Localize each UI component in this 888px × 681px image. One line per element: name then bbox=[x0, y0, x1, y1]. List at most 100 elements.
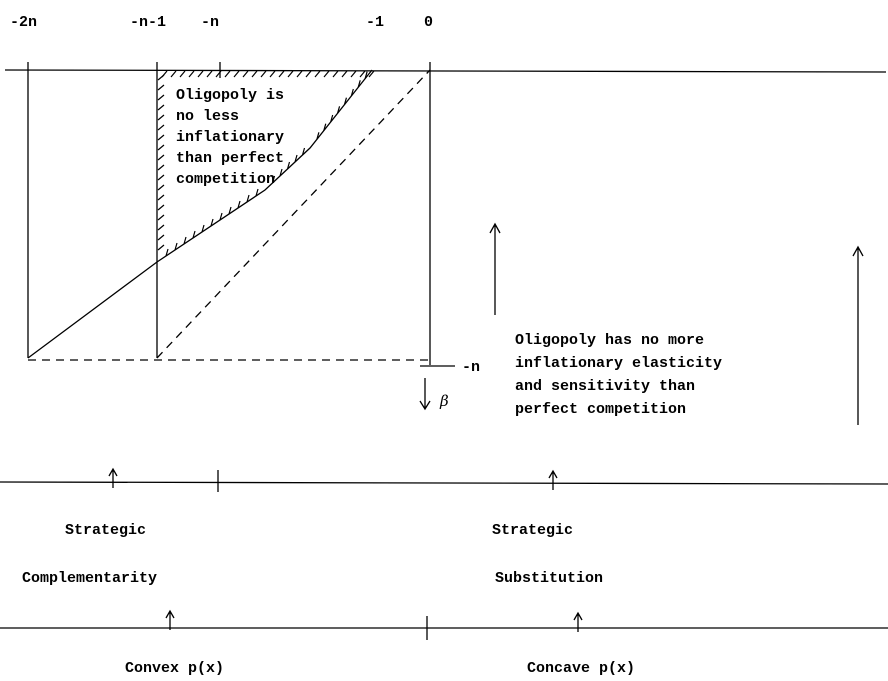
hatch-mark bbox=[157, 74, 165, 81]
hatch-mark bbox=[301, 147, 306, 156]
hatch-mark bbox=[219, 212, 223, 221]
hatch-mark bbox=[157, 84, 165, 91]
hatch-mark bbox=[157, 204, 165, 211]
hatch-mark bbox=[296, 70, 303, 78]
axis-label: -n bbox=[201, 14, 219, 31]
hatch-mark bbox=[242, 70, 249, 78]
arrow bbox=[573, 611, 583, 632]
hatch-mark bbox=[179, 70, 186, 78]
hatch-mark bbox=[350, 70, 357, 78]
note-line: Oligopoly has no more bbox=[515, 332, 704, 349]
hatching bbox=[157, 70, 375, 257]
axis-end-label: -n bbox=[462, 359, 480, 376]
note-line: inflationary elasticity bbox=[515, 355, 722, 372]
hatch-mark bbox=[330, 114, 334, 123]
note-upper: Oligopoly is no less inflationary than p… bbox=[176, 87, 284, 188]
scale-label: Substitution bbox=[495, 570, 603, 587]
note-line: perfect competition bbox=[515, 401, 686, 418]
hatch-mark bbox=[157, 94, 165, 101]
hatch-mark bbox=[206, 70, 213, 78]
hatch-mark bbox=[364, 71, 368, 79]
hatch-mark bbox=[165, 248, 169, 257]
hatch-mark bbox=[157, 154, 165, 161]
hatch-mark bbox=[233, 70, 240, 78]
arrow bbox=[165, 609, 175, 630]
frame bbox=[4, 62, 887, 367]
hatch-mark bbox=[343, 97, 348, 105]
hatch-mark bbox=[323, 70, 330, 78]
hatch-mark bbox=[224, 70, 231, 78]
hatch-mark bbox=[269, 70, 276, 78]
note-line: inflationary bbox=[176, 129, 284, 146]
note-line: no less bbox=[176, 108, 239, 125]
arrow bbox=[548, 469, 558, 490]
hatch-mark bbox=[368, 70, 375, 78]
hatch-mark bbox=[332, 70, 339, 78]
hatch-mark bbox=[314, 70, 321, 78]
hatch-mark bbox=[157, 194, 165, 201]
note-lower: Oligopoly has no more inflationary elast… bbox=[515, 332, 722, 418]
hatch-mark bbox=[271, 175, 276, 184]
hatch-mark bbox=[287, 70, 294, 78]
scale-label: Strategic bbox=[492, 522, 573, 539]
hatch-mark bbox=[237, 200, 241, 209]
hatch-mark bbox=[336, 106, 341, 114]
note-line: competition bbox=[176, 171, 275, 188]
hatch-mark bbox=[157, 134, 165, 141]
scale-line bbox=[0, 481, 888, 485]
scale-label: Convex p(x) bbox=[125, 660, 224, 677]
note-line: and sensitivity than bbox=[515, 378, 695, 395]
hatch-mark bbox=[228, 206, 232, 215]
scale-label: Strategic bbox=[65, 522, 146, 539]
arrow bbox=[852, 245, 864, 425]
arrow bbox=[108, 467, 118, 488]
hatch-mark bbox=[294, 154, 298, 163]
hatch-mark bbox=[341, 70, 348, 78]
hatch-mark bbox=[157, 174, 165, 181]
hatch-mark bbox=[197, 70, 204, 78]
hatch-mark bbox=[323, 123, 327, 131]
hatch-mark bbox=[316, 132, 320, 140]
hatch-mark bbox=[157, 124, 165, 131]
hatch-mark bbox=[210, 218, 214, 227]
hatch-mark bbox=[157, 104, 165, 111]
hatch-mark bbox=[260, 70, 267, 78]
scale-label: Complementarity bbox=[22, 570, 157, 587]
arrow bbox=[489, 222, 501, 315]
axis-label: -n-1 bbox=[130, 14, 166, 31]
hatch-mark bbox=[305, 70, 312, 78]
hatch-mark bbox=[192, 230, 196, 239]
hatch-mark bbox=[359, 70, 366, 78]
axis-symbol: β bbox=[439, 392, 449, 410]
hatch-mark bbox=[357, 80, 361, 88]
scale-label: Concave p(x) bbox=[527, 660, 635, 677]
hatch-mark bbox=[157, 214, 165, 221]
hatch-mark bbox=[157, 184, 165, 191]
note-line: than perfect bbox=[176, 150, 284, 167]
hatch-mark bbox=[286, 161, 291, 170]
hatch-mark bbox=[183, 236, 187, 245]
hatch-mark bbox=[188, 70, 195, 78]
arrow bbox=[419, 378, 431, 411]
hatch-mark bbox=[174, 242, 178, 251]
hatch-mark bbox=[278, 70, 285, 78]
hatch-mark bbox=[170, 70, 177, 78]
axis-label: 0 bbox=[424, 14, 433, 31]
hatch-mark bbox=[157, 234, 165, 241]
hatch-mark bbox=[251, 70, 258, 78]
hatch-mark bbox=[255, 188, 259, 197]
hatch-mark bbox=[201, 224, 205, 233]
hatch-mark bbox=[350, 88, 354, 97]
hatch-mark bbox=[157, 244, 165, 251]
hatch-mark bbox=[279, 168, 283, 177]
hatch-mark bbox=[157, 224, 165, 231]
hatch-mark bbox=[157, 114, 165, 121]
hatch-mark bbox=[246, 194, 250, 203]
axis-label: -2n bbox=[10, 14, 37, 31]
hatch-mark bbox=[215, 70, 222, 78]
note-line: Oligopoly is bbox=[176, 87, 284, 104]
hatch-mark bbox=[157, 164, 165, 171]
hatch-mark bbox=[157, 144, 165, 151]
axis-label: -1 bbox=[366, 14, 384, 31]
